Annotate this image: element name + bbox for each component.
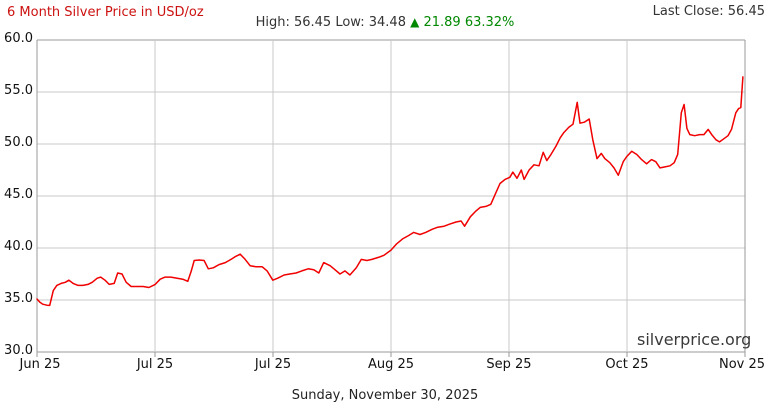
- low-label: Low:: [335, 15, 365, 30]
- chart-title: 6 Month Silver Price in USD/oz: [7, 5, 204, 20]
- last-close: Last Close: 56.45: [653, 4, 765, 19]
- last-close-label: Last Close:: [652, 4, 724, 19]
- high-low-summary: High: 56.45 Low: 34.48 ▲ 21.89 63.32%: [0, 15, 770, 30]
- high-label: High:: [255, 15, 290, 30]
- x-axis-tick-label: Jul 25: [136, 357, 174, 372]
- y-axis-tick-label: 55.0: [4, 83, 33, 98]
- price-line: [36, 76, 744, 307]
- x-axis-tick-label: Jul 25: [254, 357, 292, 372]
- change-up-arrow-icon: ▲: [410, 15, 420, 29]
- change-value: 21.89: [423, 15, 461, 30]
- y-axis-tick-label: 35.0: [4, 291, 33, 306]
- high-value: 56.45: [293, 15, 332, 30]
- x-axis-tick-label: Nov 25: [718, 357, 766, 372]
- y-axis-tick-label: 45.0: [4, 187, 33, 202]
- date-caption: Sunday, November 30, 2025: [291, 388, 479, 403]
- y-axis-tick-label: 60.0: [4, 31, 33, 46]
- y-axis-tick-label: 40.0: [4, 239, 33, 254]
- y-axis-tick-label: 50.0: [4, 135, 33, 150]
- low-value: 34.48: [368, 15, 406, 30]
- last-close-value: 56.45: [727, 4, 765, 19]
- watermark: silverprice.org: [637, 330, 752, 349]
- y-axis-tick-label: 30.0: [4, 343, 33, 358]
- x-axis-tick-label: Sep 25: [486, 357, 532, 372]
- x-axis-tick-label: Oct 25: [605, 357, 649, 372]
- change-percent: 63.32%: [464, 15, 515, 30]
- x-axis-tick-label: Aug 25: [367, 357, 415, 372]
- x-axis-tick-label: Jun 25: [19, 357, 61, 372]
